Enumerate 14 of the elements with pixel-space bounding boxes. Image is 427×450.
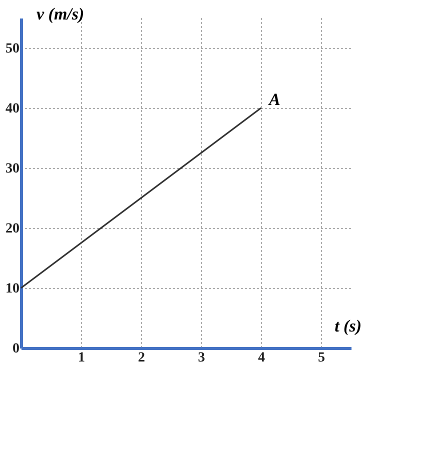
x-tick-label: 1 bbox=[78, 350, 85, 366]
y-tick-label: 50 bbox=[6, 42, 20, 56]
x-tick-label: 2 bbox=[138, 350, 145, 366]
y-tick-label: 30 bbox=[6, 162, 20, 176]
y-tick-label: 40 bbox=[6, 102, 20, 116]
x-tick-label: 4 bbox=[258, 350, 265, 366]
x-tick-label: 5 bbox=[318, 350, 325, 366]
x-tick-label: 3 bbox=[198, 350, 205, 366]
y-axis-title: v (m/s) bbox=[36, 4, 84, 24]
y-tick-label: 20 bbox=[6, 222, 20, 236]
annotation: A bbox=[268, 90, 280, 109]
y-tick-label: 0 bbox=[12, 342, 20, 356]
x-axis-title: t (s) bbox=[334, 316, 362, 336]
y-tick-label: 10 bbox=[6, 282, 20, 296]
